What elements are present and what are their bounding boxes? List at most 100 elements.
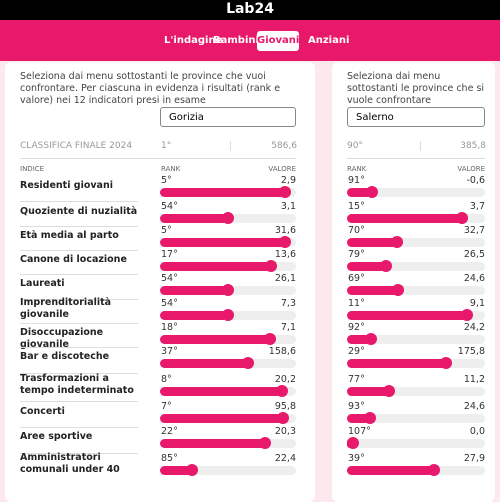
rank-bar (347, 286, 399, 295)
rank-knob (241, 357, 254, 369)
province-select[interactable]: Salerno (347, 107, 485, 127)
row-divider (20, 373, 138, 374)
rank-label: 29° (348, 346, 365, 357)
rank-label: 22° (161, 426, 178, 437)
rank-bar (347, 466, 434, 475)
rank-track (347, 286, 485, 295)
rank-bar (160, 188, 286, 197)
value-label: 24,2 (463, 322, 485, 333)
rank-label: 5° (161, 225, 172, 236)
rank-bar (160, 238, 286, 247)
nav-tab[interactable]: Giovani (257, 31, 299, 51)
province-select[interactable]: Gorizia (160, 107, 296, 127)
rank-knob (264, 333, 277, 345)
rank-knob (347, 437, 359, 449)
row-divider (20, 298, 138, 300)
rank-label: 11° (348, 298, 365, 309)
left-card (5, 62, 315, 502)
rank-bar (347, 387, 389, 396)
nav-tab[interactable]: L'indagine (164, 35, 223, 46)
rank-knob (222, 309, 234, 321)
column-header: VALORE (268, 165, 296, 173)
row-divider (20, 226, 138, 227)
rank-label: 92° (348, 322, 365, 333)
rank-bar (347, 188, 373, 197)
rank-knob (279, 186, 292, 198)
divider (20, 158, 296, 159)
final-label: CLASSIFICA FINALE 2024 (20, 141, 133, 151)
nav-tab[interactable]: Anziani (308, 35, 350, 46)
rank-label: 69° (348, 273, 365, 284)
rank-knob (390, 236, 403, 248)
value-label: 158,6 (268, 346, 296, 357)
value-label: 3,7 (469, 201, 485, 212)
rank-knob (366, 186, 379, 198)
rank-bar (160, 387, 282, 396)
value-label: 95,8 (274, 401, 296, 412)
value-label: 32,7 (463, 225, 485, 236)
rank-knob (276, 412, 289, 424)
nav-tab[interactable]: Bambini (213, 35, 259, 46)
value-label: -0,6 (466, 175, 485, 186)
rank-track (347, 387, 485, 396)
value-label: 26,5 (463, 249, 485, 260)
indicator-label: Trasformazioni a tempo indeterminato (20, 373, 134, 396)
rank-knob (380, 260, 393, 272)
indicator-label: Aree sportive (20, 431, 93, 442)
rank-label: 7° (161, 401, 172, 412)
value-label: 24,6 (463, 401, 485, 412)
right-card (332, 62, 495, 502)
rank-knob (439, 357, 452, 369)
value-label: 31,6 (274, 225, 296, 236)
rank-label: 37° (161, 346, 178, 357)
rank-knob (456, 212, 469, 224)
rank-bar (347, 359, 446, 368)
value-label: 7,3 (280, 298, 296, 309)
rank-bar (347, 214, 463, 223)
rank-knob (259, 437, 272, 449)
rank-label: 77° (348, 374, 365, 385)
rank-label: 15° (348, 201, 365, 212)
value-label: 26,1 (274, 273, 296, 284)
rank-knob (279, 236, 292, 248)
rank-knob (392, 284, 405, 296)
rank-track (347, 238, 485, 247)
row-divider (20, 274, 138, 275)
value-label: 22,4 (274, 453, 296, 464)
rank-knob (364, 333, 377, 345)
logo[interactable]: Lab24 (226, 1, 274, 17)
indicator-label: Laureati (20, 278, 65, 289)
rank-knob (185, 464, 198, 476)
intro-text: Seleziona dai menu sottostanti le provin… (20, 71, 281, 106)
final-rank: 90° (347, 141, 363, 151)
rank-track (347, 414, 485, 423)
rank-bar (160, 311, 228, 320)
rank-label: 93° (348, 401, 365, 412)
rank-knob (382, 385, 395, 397)
rank-bar (160, 214, 228, 223)
nav-bar (0, 20, 500, 61)
indicator-label: Disoccupazione giovanile (20, 327, 104, 350)
row-divider (20, 347, 138, 348)
column-header: RANK (347, 165, 367, 173)
rank-bar (347, 262, 387, 271)
value-label: 7,1 (280, 322, 296, 333)
rank-label: 79° (348, 249, 365, 260)
rank-label: 17° (161, 249, 178, 260)
value-label: 175,8 (457, 346, 485, 357)
rank-knob (265, 260, 278, 272)
row-divider (20, 250, 138, 251)
indicator-label: Amministratori comunali under 40 (20, 452, 120, 475)
rank-label: 54° (161, 298, 178, 309)
rank-track (347, 439, 485, 448)
rank-knob (222, 284, 234, 296)
row-divider (20, 323, 138, 324)
rank-label: 18° (161, 322, 178, 333)
value-label: 20,2 (274, 374, 296, 385)
rank-track (347, 262, 485, 271)
rank-knob (222, 212, 234, 224)
final-rank: 1° (161, 141, 172, 151)
indicator-label: Canone di locazione (20, 254, 127, 265)
rank-knob (461, 309, 474, 321)
rank-bar (160, 414, 283, 423)
